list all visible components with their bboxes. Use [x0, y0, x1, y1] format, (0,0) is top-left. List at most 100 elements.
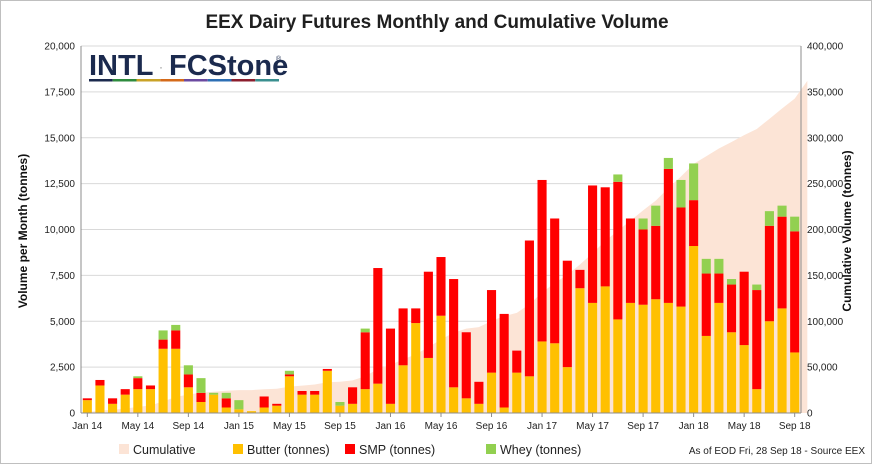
- x-tick-label: Sep 17: [627, 421, 659, 432]
- y-tick-label: 20,000: [44, 42, 75, 53]
- intl-fcstone-logo: INTL · FCStone ®: [89, 50, 288, 82]
- smp-bar: [297, 390, 307, 395]
- x-tick-label: Jan 18: [679, 421, 709, 432]
- smp-bar: [82, 398, 92, 401]
- y-axis-label: Volume per Month (tonnes): [16, 154, 30, 308]
- butter-bar: [663, 302, 673, 413]
- butter-bar: [537, 341, 547, 413]
- logo-bar-segment: [112, 79, 137, 82]
- legend-swatch-butter: [233, 444, 243, 454]
- smp-bar: [613, 181, 623, 320]
- smp-bar: [486, 290, 497, 373]
- x-tick-label: May 15: [273, 421, 306, 432]
- butter-bar: [411, 323, 421, 413]
- x-tick-label: Sep 14: [173, 421, 205, 432]
- butter-bar: [133, 389, 143, 413]
- y-tick-label: 0: [69, 409, 75, 420]
- smp-bar: [777, 216, 787, 309]
- whey-bar: [651, 205, 661, 226]
- y-tick-label: 10,000: [44, 225, 75, 236]
- logo-bar-segment: [160, 79, 184, 82]
- butter-bar: [145, 389, 156, 413]
- smp-bar: [537, 179, 547, 342]
- smp-bar: [752, 290, 762, 390]
- whey-bar: [360, 328, 370, 333]
- smp-bar: [512, 350, 522, 373]
- y-tick-label: 17,500: [44, 87, 75, 98]
- butter-bar: [221, 407, 231, 413]
- butter-bar: [739, 345, 749, 413]
- legend-swatch-cumulative: [119, 444, 129, 454]
- smp-bar: [562, 260, 572, 368]
- butter-bar: [360, 389, 370, 413]
- smp-bar: [373, 268, 383, 384]
- cumulative-area-shape: [87, 80, 808, 414]
- logo-dot: ·: [159, 60, 163, 74]
- butter-bar: [373, 383, 383, 413]
- butter-bar: [726, 332, 737, 413]
- y2-tick-label: 150,000: [807, 271, 844, 282]
- smp-bar: [221, 398, 231, 408]
- butter-bar: [171, 348, 181, 413]
- whey-bar: [676, 179, 686, 208]
- smp-bar: [360, 332, 370, 390]
- legend-label-butter: Butter (tonnes): [247, 443, 330, 457]
- axes: 0 2,500 5,000 7,500 10,000 12,500 15,000 17,500…: [44, 42, 843, 433]
- butter-bar: [638, 304, 648, 413]
- smp-bar: [95, 379, 105, 386]
- butter-bar: [613, 319, 623, 413]
- butter-bar: [82, 400, 92, 413]
- logo-bar-segment: [231, 79, 256, 82]
- x-tick-label: Sep 16: [476, 421, 508, 432]
- smp-bar: [600, 187, 610, 287]
- butter-bar: [297, 394, 307, 413]
- smp-bar: [676, 207, 686, 307]
- x-tick-label: May 16: [425, 421, 458, 432]
- butter-bar: [777, 308, 787, 413]
- butter-bar: [246, 411, 257, 413]
- butter-bar: [625, 302, 636, 413]
- smp-bar: [310, 390, 320, 395]
- logo-bar-segment: [136, 79, 161, 82]
- smp-bar: [588, 185, 598, 303]
- smp-bar: [790, 231, 800, 353]
- y2-tick-label: 300,000: [807, 133, 844, 144]
- butter-bar: [272, 405, 282, 413]
- smp-bar: [171, 330, 181, 349]
- smp-bar: [436, 257, 446, 316]
- whey-bar: [701, 258, 711, 274]
- chart-title: EEX Dairy Futures Monthly and Cumulative…: [205, 12, 668, 33]
- cumulative-area: [87, 80, 808, 414]
- logo-text-fcstone: FCStone: [169, 50, 288, 82]
- smp-bar: [461, 332, 471, 399]
- y2-tick-label: 100,000: [807, 317, 844, 328]
- smp-bar: [689, 200, 699, 247]
- smp-bar: [398, 308, 408, 366]
- bars: [82, 157, 800, 413]
- whey-bar: [777, 205, 787, 217]
- whey-bar: [752, 284, 762, 291]
- butter-bar: [423, 357, 433, 413]
- smp-bar: [259, 396, 269, 408]
- butter-bar: [196, 401, 206, 413]
- whey-bar: [764, 211, 774, 226]
- butter-bar: [651, 299, 661, 413]
- x-tick-label: Jan 16: [375, 421, 405, 432]
- whey-bar: [663, 157, 673, 169]
- smp-bar: [726, 284, 737, 333]
- whey-bar: [158, 330, 168, 340]
- butter-bar: [259, 407, 269, 413]
- y2-tick-label: 200,000: [807, 225, 844, 236]
- smp-bar: [638, 229, 648, 305]
- whey-bar: [171, 324, 181, 331]
- butter-bar: [764, 321, 774, 413]
- butter-bar: [183, 387, 193, 413]
- y-tick-label: 2,500: [50, 363, 75, 374]
- y2-tick-label: 250,000: [807, 179, 844, 190]
- smp-bar: [449, 279, 459, 388]
- butter-bar: [108, 403, 118, 413]
- smp-bar: [499, 313, 509, 408]
- smp-bar: [524, 240, 534, 377]
- butter-bar: [499, 407, 509, 413]
- butter-bar: [714, 302, 724, 413]
